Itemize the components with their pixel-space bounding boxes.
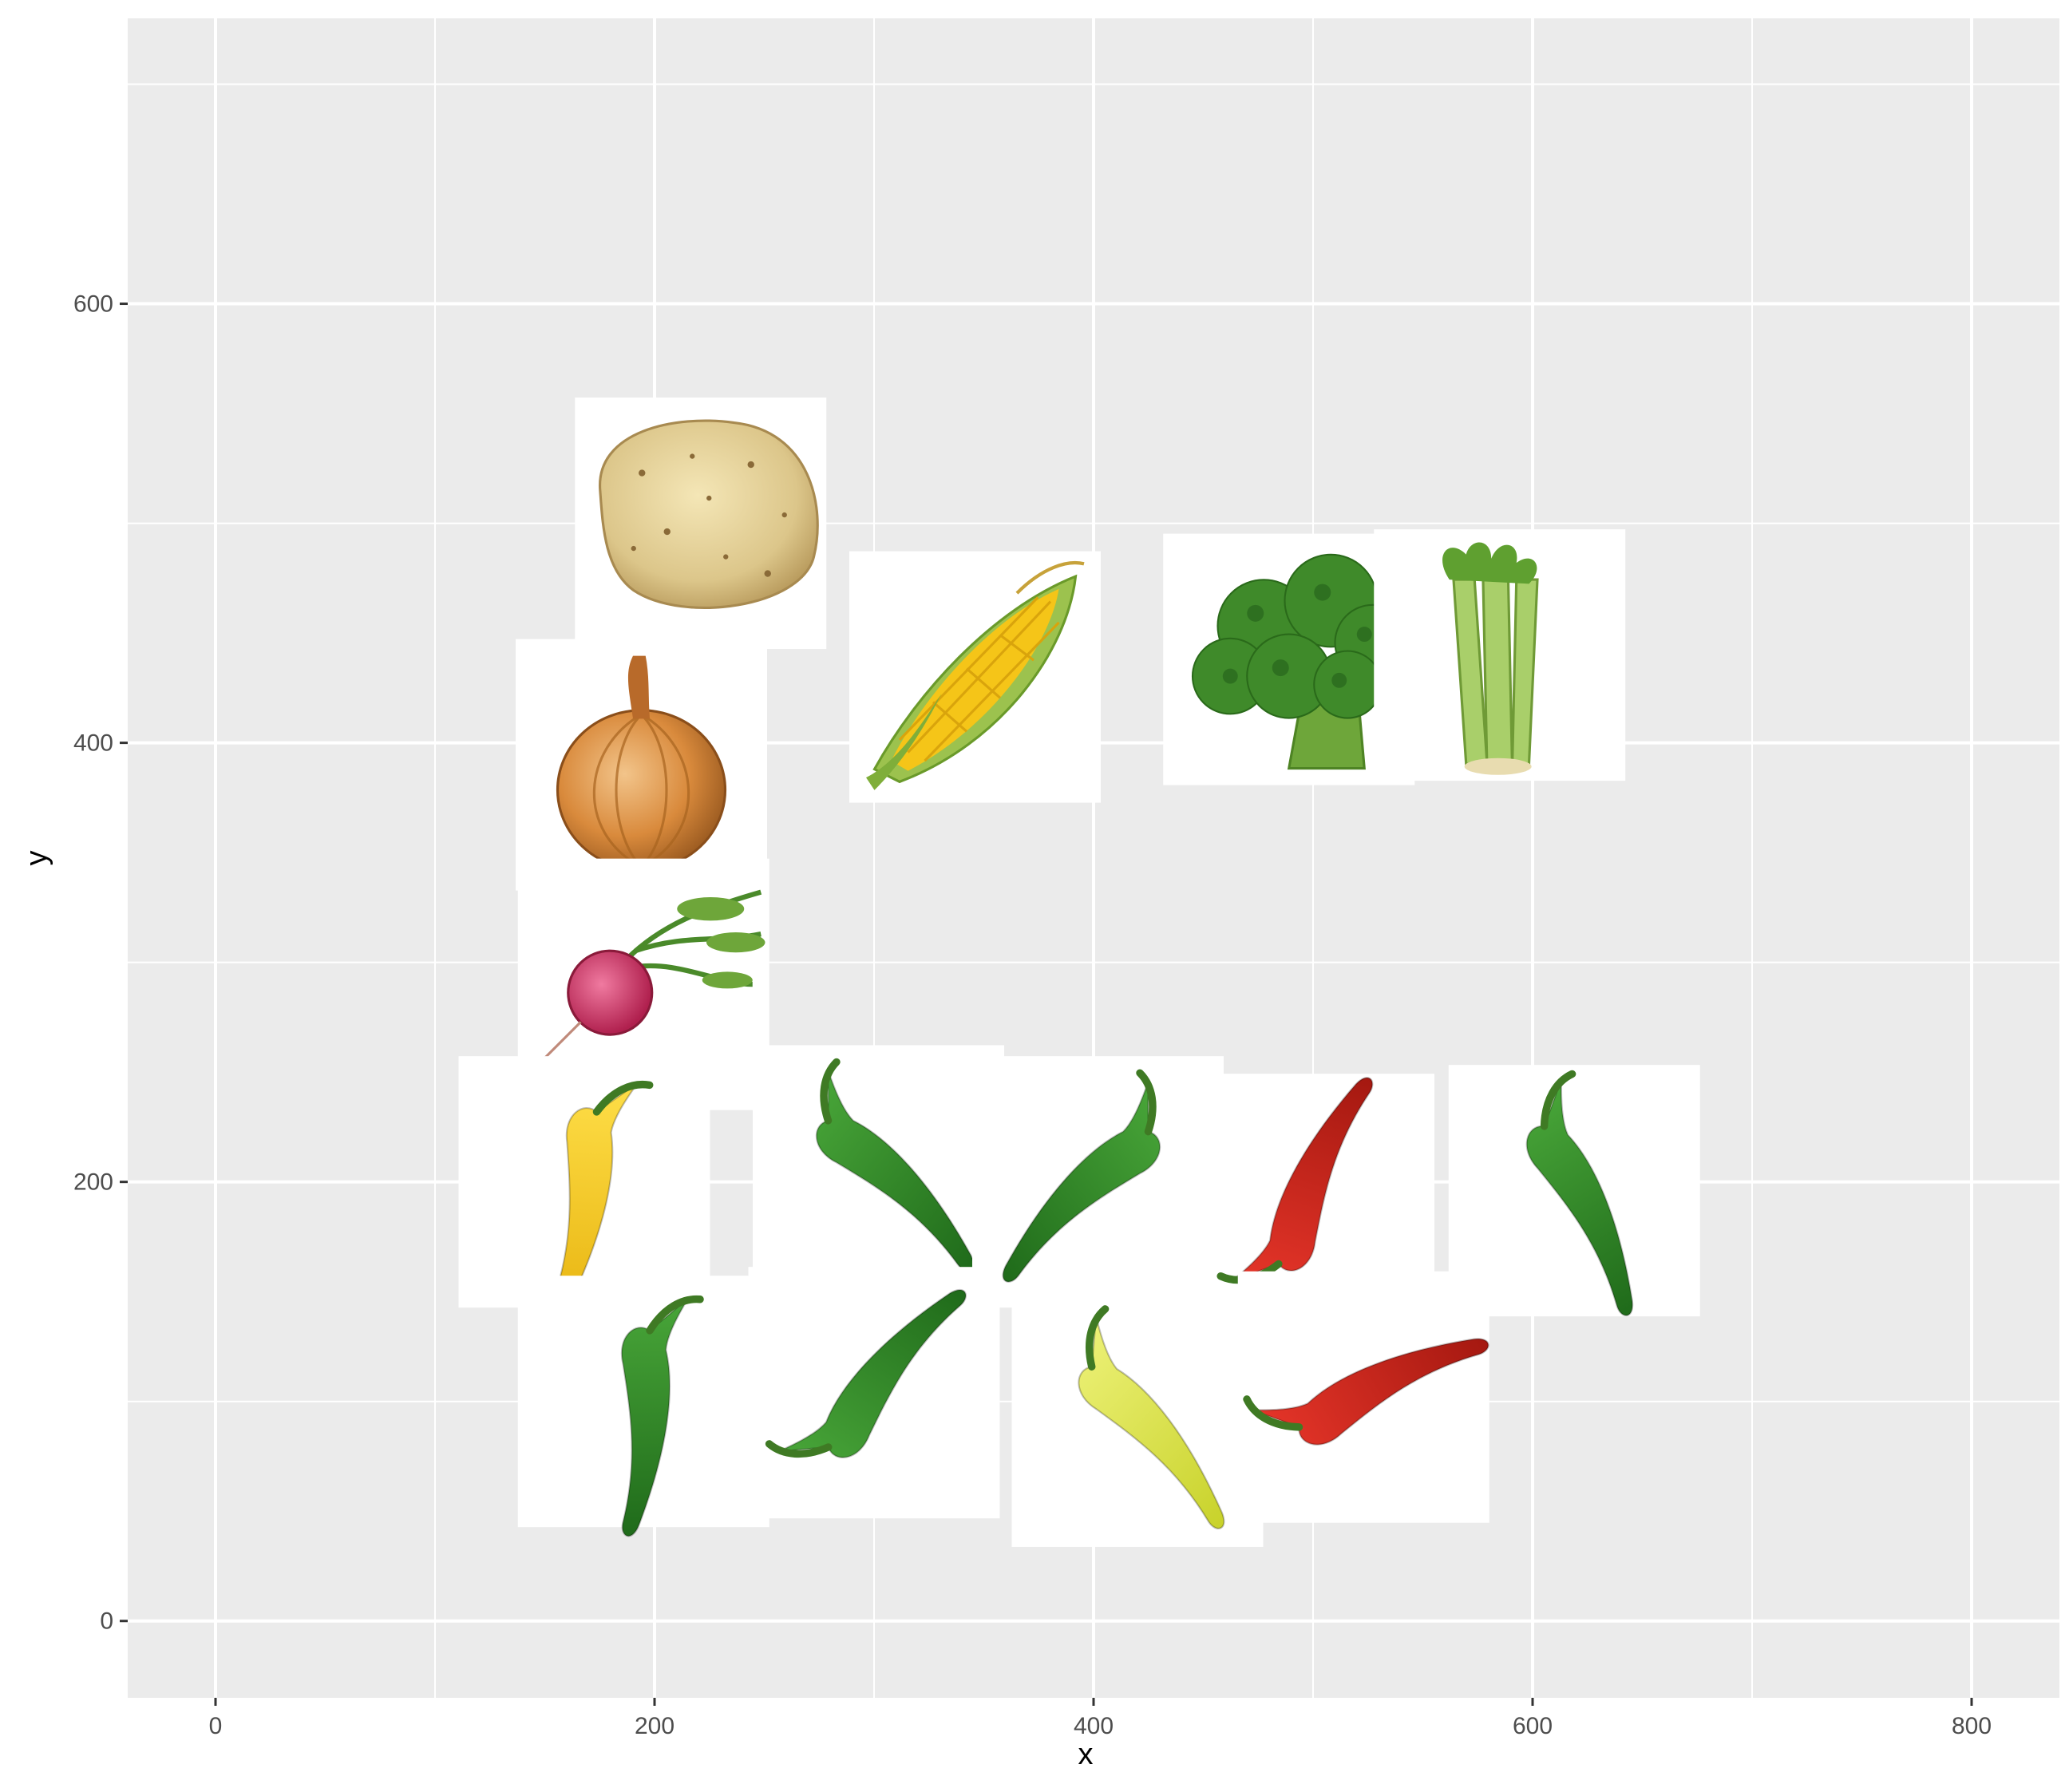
y-axis-title: y (20, 851, 53, 866)
x-tick-label: 0 (209, 1713, 223, 1739)
vegetable-markers (458, 398, 1700, 1547)
corn-icon (849, 551, 1101, 803)
broccoli-icon (1163, 533, 1415, 785)
y-axis: 0 200 400 600 (73, 291, 128, 1635)
x-tick-label: 800 (1952, 1713, 1992, 1739)
red-cayenne-icon (1237, 1271, 1491, 1523)
x-axis: 0 200 400 600 800 (209, 1698, 1992, 1739)
curved-green-chili-icon (748, 1267, 1000, 1519)
y-tick-label: 600 (73, 291, 113, 318)
x-tick-label: 400 (1074, 1713, 1114, 1739)
x-axis-title: x (1078, 1738, 1094, 1771)
onion-icon (516, 639, 767, 891)
celery-icon (1374, 529, 1626, 781)
jalapeno-icon (972, 1056, 1224, 1308)
green-chili-icon (753, 1045, 1004, 1297)
dark-green-pepper-icon (1448, 1065, 1700, 1319)
y-tick-label: 200 (73, 1169, 113, 1196)
banana-pepper-icon (1011, 1295, 1264, 1547)
potato-icon (575, 398, 827, 650)
x-tick-label: 600 (1513, 1713, 1553, 1739)
x-tick-label: 200 (635, 1713, 674, 1739)
y-tick-label: 400 (73, 730, 113, 757)
yellow-pepper-icon (458, 1056, 722, 1318)
long-green-pepper-icon (517, 1276, 783, 1540)
y-tick-label: 0 (100, 1608, 113, 1635)
